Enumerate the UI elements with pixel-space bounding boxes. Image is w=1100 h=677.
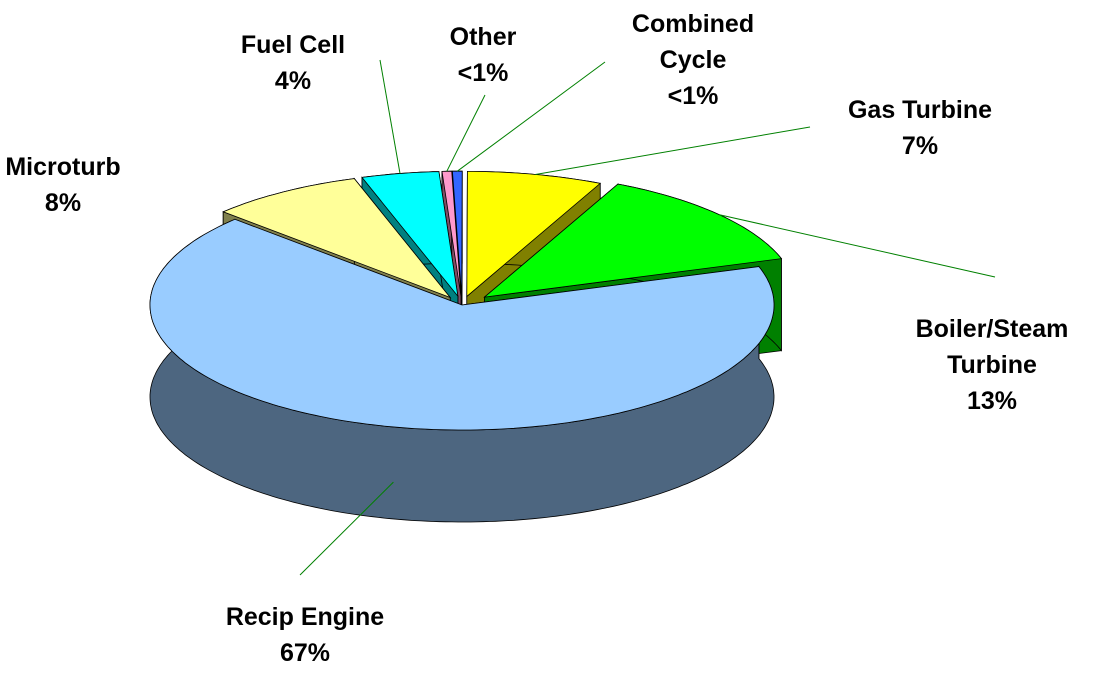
slice-label: Fuel Cell 4% xyxy=(213,27,373,99)
slice-label: Gas Turbine 7% xyxy=(810,92,1030,164)
leader-line xyxy=(718,214,996,278)
slice-label: Other <1% xyxy=(423,19,543,91)
leader-line xyxy=(535,126,811,175)
category-label: Boiler/Steam Turbine xyxy=(915,315,1069,379)
value-label: 13% xyxy=(966,387,1018,415)
slice-label: Combined Cycle <1% xyxy=(603,6,783,114)
slice-label: Recip Engine 67% xyxy=(175,599,435,671)
value-label: 67% xyxy=(279,639,331,667)
leader-line xyxy=(446,94,486,172)
value-label: <1% xyxy=(667,82,719,110)
slice xyxy=(149,218,775,431)
slice-label: Microturb 8% xyxy=(0,149,143,221)
value-label: 7% xyxy=(901,132,939,160)
value-label: 4% xyxy=(274,67,312,95)
value-label: <1% xyxy=(457,59,509,87)
category-label: Recip Engine xyxy=(225,603,385,631)
category-label: Combined Cycle xyxy=(631,10,755,74)
category-label: Microturb xyxy=(5,153,121,181)
category-label: Fuel Cell xyxy=(240,31,346,59)
leader-line xyxy=(299,481,394,576)
value-label: 8% xyxy=(44,189,82,217)
category-label: Other xyxy=(449,23,517,51)
leader-line xyxy=(457,61,606,172)
slice-label: Boiler/Steam Turbine 13% xyxy=(892,311,1092,419)
slice xyxy=(222,178,452,299)
leader-line xyxy=(379,59,401,174)
category-label: Gas Turbine xyxy=(847,96,992,124)
